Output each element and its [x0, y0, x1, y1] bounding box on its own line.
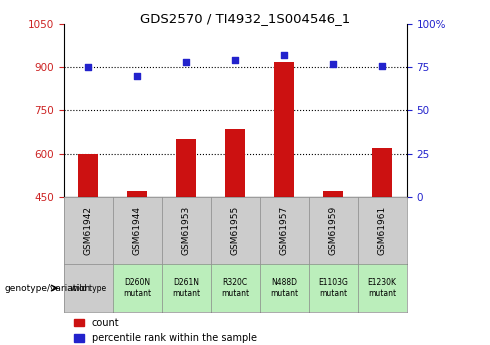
Text: GSM61957: GSM61957 [280, 206, 289, 255]
Text: GSM61953: GSM61953 [182, 206, 191, 255]
Text: GDS2570 / TI4932_1S004546_1: GDS2570 / TI4932_1S004546_1 [140, 12, 350, 25]
Point [329, 61, 337, 67]
Point [280, 52, 288, 58]
Bar [78, 154, 98, 197]
Bar [225, 129, 245, 197]
Text: GSM61944: GSM61944 [133, 206, 142, 255]
Text: wild type: wild type [71, 284, 106, 293]
Text: D261N
mutant: D261N mutant [172, 278, 200, 298]
Text: D260N
mutant: D260N mutant [123, 278, 151, 298]
Bar [323, 191, 343, 197]
Text: R320C
mutant: R320C mutant [221, 278, 249, 298]
Bar [176, 139, 196, 197]
Bar [274, 61, 294, 197]
Point [182, 59, 190, 65]
Text: E1103G
mutant: E1103G mutant [318, 278, 348, 298]
Text: GSM61942: GSM61942 [84, 206, 93, 255]
Text: genotype/variation: genotype/variation [5, 284, 91, 293]
Text: percentile rank within the sample: percentile rank within the sample [92, 333, 257, 343]
Point [133, 73, 141, 79]
Bar [127, 191, 147, 197]
Text: count: count [92, 318, 119, 327]
Text: N488D
mutant: N488D mutant [270, 278, 298, 298]
Bar [372, 148, 392, 197]
Text: GSM61955: GSM61955 [231, 206, 240, 255]
Text: GSM61959: GSM61959 [329, 206, 338, 255]
Point [231, 58, 239, 63]
Text: E1230K
mutant: E1230K mutant [368, 278, 397, 298]
Bar [74, 334, 84, 342]
Text: GSM61961: GSM61961 [378, 206, 387, 255]
Point [84, 65, 92, 70]
Point [378, 63, 386, 68]
Bar [74, 319, 84, 326]
